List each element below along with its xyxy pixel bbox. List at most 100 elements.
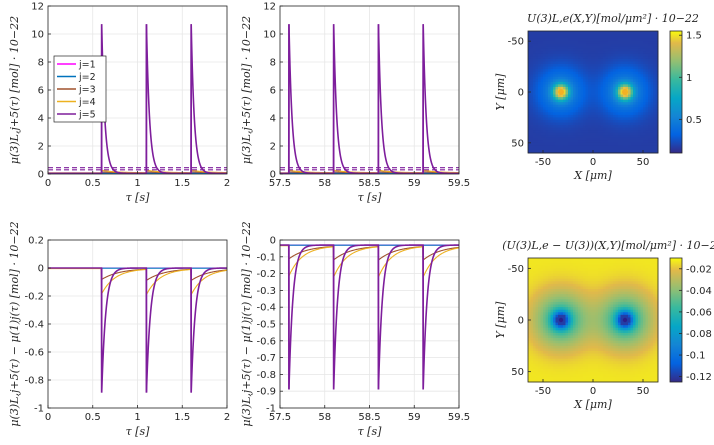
heatmap-cell [533, 265, 536, 269]
heatmap-cell [560, 99, 564, 103]
heatmap-cell [613, 258, 616, 261]
heatmap-cell [643, 137, 646, 141]
heatmap-cell [608, 122, 611, 126]
heatmap-cell [580, 263, 584, 267]
heatmap-cell [528, 312, 531, 316]
heatmap-cell [590, 294, 594, 298]
heatmap-cell [545, 66, 549, 70]
heatmap-cell [558, 299, 561, 303]
heatmap-cell [593, 356, 596, 360]
heatmap-cell [628, 374, 631, 378]
heatmap-cell [538, 296, 541, 300]
heatmap-cell [555, 286, 559, 290]
heatmap-cell [638, 81, 641, 85]
heatmap-cell [635, 320, 639, 323]
heatmap-cell [655, 56, 659, 60]
heatmap-cell [553, 140, 556, 144]
heatmap-cell [565, 112, 569, 116]
heatmap-cell [565, 76, 569, 80]
heatmap-cell [640, 102, 644, 106]
heatmap-cell [628, 147, 631, 151]
heatmap-cell [555, 351, 559, 354]
heatmap-cell [553, 369, 556, 373]
heatmap-cell [600, 127, 604, 131]
heatmap-cell [583, 51, 586, 55]
heatmap-cell [593, 338, 596, 342]
heatmap-cell [548, 322, 551, 326]
heatmap-cell [548, 332, 551, 336]
heatmap-cell [583, 335, 586, 339]
heatmap-cell [638, 135, 641, 139]
heatmap-cell [583, 135, 586, 139]
heatmap-cell [593, 314, 596, 318]
heatmap-cell [628, 140, 631, 144]
heatmap-cell [645, 71, 649, 75]
heatmap-cell [560, 145, 564, 149]
heatmap-cell [625, 119, 629, 123]
heatmap-cell [600, 260, 604, 264]
heatmap-cell [590, 132, 594, 136]
heatmap-cell [560, 376, 564, 380]
heatmap-cell [610, 140, 614, 144]
heatmap-cell [565, 43, 569, 47]
heatmap-cell [560, 343, 564, 347]
heatmap-cell [650, 81, 654, 85]
heatmap-cell [643, 147, 646, 151]
heatmap-cell [533, 125, 536, 128]
heatmap-cell [550, 107, 554, 111]
heatmap-cell [595, 64, 599, 67]
heatmap-cell [623, 43, 626, 47]
heatmap-cell [563, 81, 566, 85]
heatmap-cell [600, 145, 604, 149]
heatmap-cell [563, 281, 566, 285]
heatmap-cell [648, 86, 651, 90]
heatmap-cell [623, 348, 626, 352]
heatmap-cell [553, 325, 556, 329]
heatmap-cell [625, 348, 629, 352]
heatmap-cell [568, 119, 571, 123]
heatmap-cell [628, 41, 631, 45]
heatmap-cell [578, 307, 581, 311]
heatmap-cell [638, 66, 641, 70]
heatmap-cell [625, 107, 629, 111]
heatmap-cell [558, 130, 561, 134]
heatmap-cell [545, 109, 549, 113]
heatmap-cell [568, 307, 571, 311]
heatmap-cell [600, 291, 604, 295]
heatmap-cell [600, 33, 604, 37]
heatmap-cell [618, 265, 621, 269]
heatmap-cell [613, 330, 616, 334]
heatmap-cell [580, 281, 584, 285]
heatmap-cell [578, 273, 581, 277]
heatmap-cell [575, 286, 579, 290]
heatmap-cell [623, 84, 626, 88]
heatmap-cell [575, 58, 579, 62]
heatmap-cell [590, 71, 594, 75]
heatmap-cell [613, 366, 616, 370]
heatmap-cell [570, 140, 574, 144]
heatmap-cell [568, 366, 571, 370]
heatmap-cell [603, 97, 606, 101]
heatmap-cell [613, 135, 616, 139]
heatmap-cell [575, 366, 579, 370]
heatmap-cell [595, 61, 599, 65]
heatmap-cell [615, 312, 619, 316]
heatmap-cell [645, 147, 649, 151]
heatmap-cell [575, 112, 579, 116]
heatmap-cell [583, 79, 586, 83]
heatmap-cell [563, 150, 566, 154]
heatmap-cell [535, 119, 539, 123]
heatmap-cell [633, 353, 636, 357]
heatmap-cell [578, 348, 581, 352]
heatmap-cell [613, 369, 616, 373]
heatmap-cell [570, 307, 574, 311]
heatmap-cell [613, 64, 616, 67]
heatmap-cell [568, 79, 571, 83]
heatmap-cell [585, 92, 589, 95]
heatmap-cell [535, 335, 539, 339]
heatmap-cell [633, 356, 636, 360]
heatmap-cell [533, 38, 536, 42]
heatmap-cell [545, 327, 549, 331]
heatmap-cell [575, 135, 579, 139]
heatmap-cell [598, 330, 601, 334]
